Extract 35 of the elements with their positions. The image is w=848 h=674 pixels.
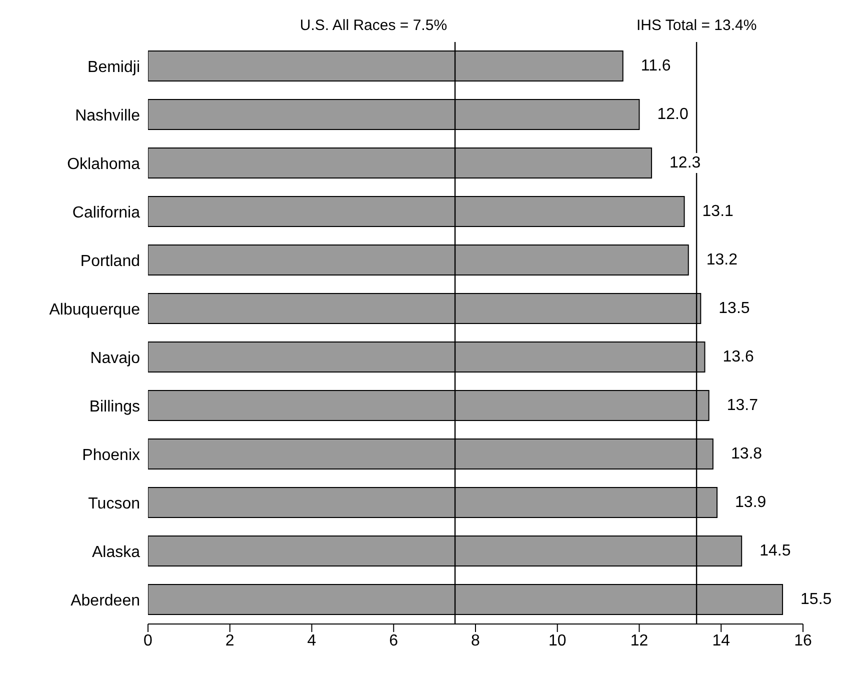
x-tick-label: 16 bbox=[794, 632, 812, 650]
y-tick-label: Tucson bbox=[88, 495, 140, 512]
ref-line-label: U.S. All Races = 7.5% bbox=[300, 17, 448, 34]
data-label: 14.5 bbox=[760, 542, 791, 560]
y-tick-label: Phoenix bbox=[82, 446, 140, 464]
data-label: 15.5 bbox=[800, 591, 832, 608]
x-tick-label: 14 bbox=[712, 632, 730, 650]
y-tick-label: Aberdeen bbox=[70, 592, 140, 610]
y-tick-label: Alaska bbox=[92, 544, 140, 561]
y-tick-label: California bbox=[72, 204, 140, 222]
y-tick-label: Billings bbox=[89, 398, 140, 416]
data-label: 13.1 bbox=[702, 203, 734, 220]
y-tick-label: Oklahoma bbox=[67, 156, 140, 173]
data-label: 11.6 bbox=[640, 58, 671, 74]
ref-line-label: IHS Total = 13.4% bbox=[636, 17, 757, 34]
x-tick-label: 2 bbox=[225, 632, 234, 650]
data-label: 13.8 bbox=[730, 446, 762, 462]
data-label: 13.2 bbox=[706, 252, 738, 268]
data-label: 12.3 bbox=[670, 154, 701, 172]
x-tick-label: 12 bbox=[630, 632, 648, 650]
x-tick-label: 6 bbox=[389, 632, 398, 650]
data-label: 13.5 bbox=[718, 300, 750, 317]
y-tick-label: Albuquerque bbox=[49, 301, 140, 318]
data-label: 13.7 bbox=[726, 397, 758, 414]
x-tick-label: 4 bbox=[307, 632, 316, 650]
y-tick-label: Nashville bbox=[75, 107, 140, 124]
data-label: 12.0 bbox=[657, 106, 688, 123]
y-tick-label: Bemidji bbox=[88, 58, 140, 76]
x-tick-label: 0 bbox=[144, 632, 153, 650]
x-tick-label: 10 bbox=[548, 632, 566, 650]
data-label: 13.9 bbox=[735, 494, 766, 511]
x-tick-label: 8 bbox=[471, 632, 480, 650]
data-label: 13.6 bbox=[722, 348, 754, 366]
y-tick-label: Navajo bbox=[90, 350, 140, 367]
y-tick-label: Portland bbox=[80, 252, 140, 270]
